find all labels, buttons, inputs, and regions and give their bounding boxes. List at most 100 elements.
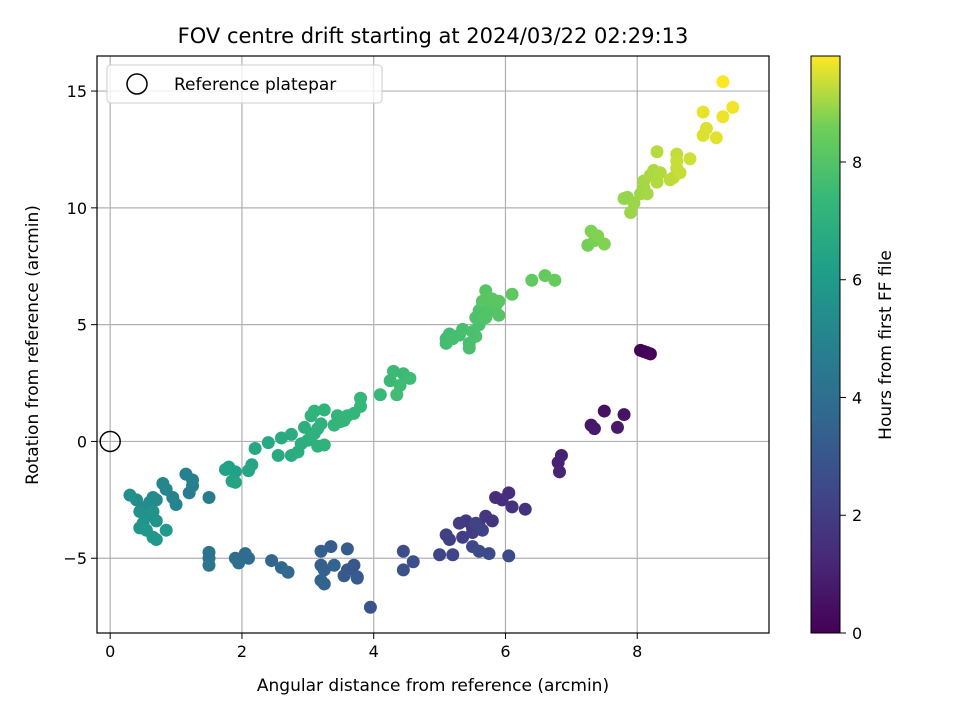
data-point (433, 548, 447, 562)
data-point (726, 100, 740, 114)
data-point (492, 294, 506, 308)
data-point (354, 391, 368, 405)
data-point (640, 187, 654, 201)
data-point (709, 131, 723, 145)
data-point (716, 110, 730, 124)
data-point (317, 563, 331, 577)
data-point (123, 488, 137, 502)
data-point (472, 544, 486, 558)
colorbar-tick-label: 8 (852, 153, 862, 172)
data-point (653, 166, 667, 180)
x-axis-label: Angular distance from reference (arcmin) (257, 676, 609, 696)
data-point (373, 388, 387, 402)
legend-marker-icon (126, 73, 148, 95)
reference-point (99, 430, 121, 453)
x-tick-label: 0 (105, 642, 115, 661)
data-point (218, 462, 232, 476)
data-point (475, 294, 489, 308)
data-point (597, 404, 611, 418)
data-point (386, 364, 400, 378)
data-point (525, 273, 539, 287)
data-point (538, 269, 552, 283)
data-point (274, 431, 288, 445)
data-point (696, 105, 710, 119)
data-point (617, 408, 631, 422)
chart-title: FOV centre drift starting at 2024/03/22 … (178, 24, 689, 48)
colorbar-tick-label: 2 (852, 506, 862, 525)
data-point (587, 422, 601, 436)
data-point (317, 438, 331, 452)
plot-frame (96, 55, 770, 634)
y-axis-label: Rotation from reference (arcmin) (23, 205, 43, 485)
data-point (149, 533, 163, 547)
data-point (390, 388, 404, 402)
data-point (456, 322, 470, 336)
colorbar-tick-label: 6 (852, 271, 862, 290)
x-axis: 0 2 4 6 8 (105, 633, 642, 661)
data-point (548, 273, 562, 287)
y-tick-label: 10 (67, 199, 87, 218)
data-point (610, 420, 624, 434)
grid-lines (97, 56, 769, 633)
colorbar-gradient (811, 56, 840, 633)
data-point (317, 403, 331, 417)
data-point (317, 577, 331, 591)
data-point (456, 530, 470, 544)
data-point (149, 514, 163, 528)
data-point (683, 152, 697, 166)
data-point (442, 533, 456, 547)
data-point (298, 420, 312, 434)
data-point (159, 523, 173, 537)
data-point (186, 473, 200, 487)
data-point (597, 237, 611, 251)
data-point (265, 554, 279, 568)
data-point (327, 558, 341, 572)
data-point (482, 547, 496, 561)
data-point (699, 121, 713, 135)
data-point (396, 544, 410, 558)
data-point (337, 569, 351, 583)
y-tick-label: 15 (67, 82, 87, 101)
data-point (502, 549, 516, 563)
data-point (518, 502, 532, 516)
data-point (281, 565, 295, 579)
colorbar-tick-label: 0 (852, 624, 862, 643)
data-point (242, 551, 256, 565)
x-tick-label: 6 (500, 642, 510, 661)
data-point (202, 558, 216, 572)
data-point (314, 544, 328, 558)
data-point (670, 154, 684, 168)
colorbar-tick-label: 4 (852, 388, 862, 407)
data-point (627, 196, 641, 210)
legend: Reference platepar (106, 64, 383, 104)
data-point (643, 347, 657, 361)
data-point (650, 145, 664, 159)
data-point (489, 491, 503, 505)
data-point (284, 427, 298, 441)
y-tick-label: 0 (77, 432, 87, 451)
data-point (492, 308, 506, 322)
data-point (242, 464, 256, 478)
data-point (396, 563, 410, 577)
data-point (169, 498, 183, 512)
x-tick-label: 2 (237, 642, 247, 661)
data-point (403, 371, 417, 385)
data-point (462, 341, 476, 355)
data-points (123, 75, 740, 614)
data-point (350, 571, 364, 585)
data-point (505, 287, 519, 301)
data-point (452, 516, 466, 530)
data-point (156, 476, 170, 490)
data-point (406, 555, 420, 569)
data-point (261, 436, 275, 450)
legend-box (106, 64, 383, 104)
y-axis: −5 0 5 10 15 (63, 82, 97, 568)
data-point (552, 465, 566, 479)
data-point (314, 417, 328, 431)
reference-marker (99, 430, 121, 453)
colorbar: 0 2 4 6 8 Hours from first FF file (810, 55, 896, 643)
data-point (248, 441, 262, 455)
data-point (479, 509, 493, 523)
